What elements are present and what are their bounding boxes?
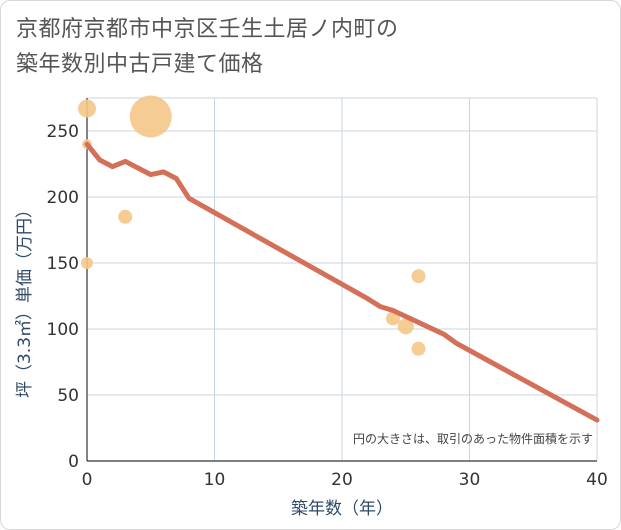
x-tick-label: 30 [459, 470, 481, 490]
x-tick-label: 40 [586, 470, 608, 490]
data-point [411, 341, 426, 356]
y-tick-label: 0 [68, 452, 79, 472]
y-tick-label: 200 [47, 188, 79, 208]
bubbles [78, 95, 426, 356]
y-tick-label: 150 [47, 254, 79, 274]
trend [84, 141, 600, 423]
axes [86, 98, 597, 462]
chart-title: 京都府京都市中京区壬生土居ノ内町の 築年数別中古戸建て価格 [16, 12, 399, 82]
data-point [386, 311, 400, 326]
data-point [411, 269, 426, 284]
data-point [129, 95, 172, 138]
data-point [397, 318, 414, 335]
chart-title-line1: 京都府京都市中京区壬生土居ノ内町の [16, 17, 399, 42]
x-tick-label: 20 [331, 470, 353, 490]
y-tick-label: 250 [47, 122, 79, 142]
data-point [118, 209, 133, 224]
x-tick-label: 10 [204, 470, 226, 490]
y-tick-label: 50 [57, 386, 79, 406]
x-axis-label: 築年数（年） [291, 499, 393, 519]
y-tick-label: 100 [47, 320, 79, 340]
chart-title-line2: 築年数別中古戸建て価格 [16, 52, 264, 77]
annotation-text: 円の大きさは、取引のあった物件面積を示す [353, 431, 593, 446]
data-point [81, 257, 93, 269]
labels: 0 10 20 30 40 0 50 100 150 200 250 築年数（年） 坪（3.3㎡）単価（… [15, 122, 608, 519]
data-point [78, 99, 96, 118]
y-axis-label: 坪（3.3㎡）単価（万円） [15, 201, 35, 398]
x-tick-label: 0 [82, 470, 93, 490]
series-line [84, 141, 600, 423]
